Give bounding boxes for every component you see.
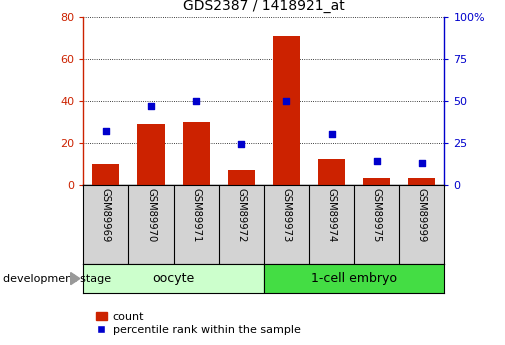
Legend: count, percentile rank within the sample: count, percentile rank within the sample bbox=[91, 307, 305, 339]
Bar bbox=[228, 170, 255, 185]
Bar bbox=[137, 124, 165, 185]
Bar bbox=[183, 122, 210, 185]
Point bbox=[192, 98, 200, 104]
Point bbox=[102, 128, 110, 134]
Bar bbox=[273, 36, 300, 185]
Point bbox=[373, 158, 381, 164]
Bar bbox=[408, 178, 435, 185]
Bar bbox=[363, 178, 390, 185]
Text: GSM89975: GSM89975 bbox=[372, 188, 382, 242]
Text: oocyte: oocyte bbox=[153, 272, 195, 285]
Text: development stage: development stage bbox=[3, 274, 111, 284]
Point bbox=[237, 142, 245, 147]
Bar bbox=[92, 164, 120, 185]
Point bbox=[418, 160, 426, 166]
Title: GDS2387 / 1418921_at: GDS2387 / 1418921_at bbox=[183, 0, 345, 13]
Bar bbox=[264, 264, 444, 293]
Point bbox=[282, 98, 290, 104]
Bar bbox=[83, 264, 264, 293]
Bar bbox=[318, 159, 345, 185]
Point bbox=[328, 131, 336, 137]
Text: GSM89999: GSM89999 bbox=[417, 188, 427, 242]
Text: 1-cell embryo: 1-cell embryo bbox=[311, 272, 397, 285]
Text: GSM89969: GSM89969 bbox=[101, 188, 111, 242]
Text: GSM89972: GSM89972 bbox=[236, 188, 246, 242]
Point bbox=[147, 103, 155, 109]
Text: GSM89974: GSM89974 bbox=[327, 188, 336, 242]
Text: GSM89970: GSM89970 bbox=[146, 188, 156, 242]
Text: GSM89971: GSM89971 bbox=[191, 188, 201, 242]
Text: GSM89973: GSM89973 bbox=[281, 188, 291, 242]
